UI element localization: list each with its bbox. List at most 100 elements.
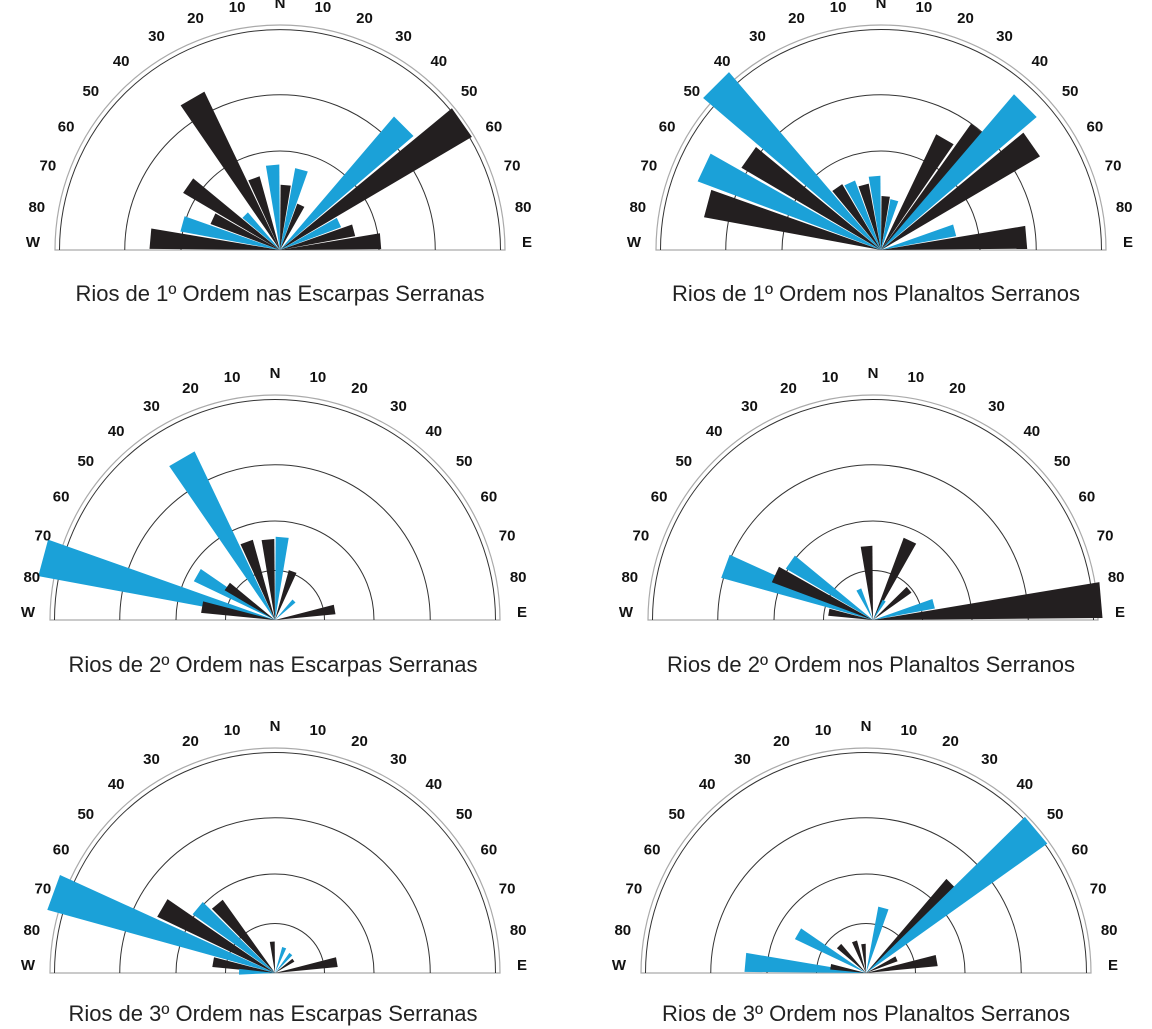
tick-label-9: 10 (830, 0, 847, 16)
petal-blue-2 (180, 216, 280, 250)
petal-black-6 (180, 91, 280, 250)
outer-frame (640, 747, 1092, 974)
tick-label-6: 40 (699, 776, 716, 793)
tick-label-6: 40 (714, 53, 731, 70)
tick-label-5: 50 (683, 83, 700, 100)
tick-label-10: N (270, 365, 281, 382)
ring-2 (124, 94, 436, 251)
petal-black-11 (275, 604, 336, 620)
tick-label-18: 80 (510, 922, 527, 939)
tick-label-11: 10 (310, 369, 327, 386)
tick-label-9: 10 (815, 722, 832, 739)
tick-label-13: 30 (390, 751, 407, 768)
rose-title-5: Rios de 3º Ordem nas Escarpas Serranas (68, 1001, 478, 1026)
tick-label-18: 80 (1116, 199, 1133, 216)
rose-panel-6: W 80 70 60 50 40 30 20 10 N 10 20 30 40 50 60 70 80 E Rios… (576, 718, 1152, 1028)
tick-label-16: 60 (481, 489, 498, 506)
tick-label-16: 60 (481, 842, 498, 859)
tick-label-4: 60 (53, 842, 70, 859)
tick-label-10: N (270, 718, 281, 735)
tick-label-12: 20 (957, 10, 974, 27)
petal-blue-7 (866, 906, 889, 973)
petal-blue-6 (239, 968, 275, 975)
tick-label-5: 50 (77, 453, 94, 470)
petal-black-7 (858, 183, 881, 250)
tick-label-13: 30 (988, 398, 1005, 415)
tick-label-3: 70 (35, 528, 52, 545)
tick-label-17: 70 (499, 881, 516, 898)
petal-blue-10 (280, 168, 308, 250)
tick-label-18: 80 (515, 199, 532, 216)
tick-label-15: 50 (456, 453, 473, 470)
tick-label-18: 80 (1101, 922, 1118, 939)
tick-label-17: 70 (1105, 158, 1122, 175)
tick-label-8: 20 (788, 10, 805, 27)
petal-blue-4 (703, 72, 881, 250)
tick-label-7: 30 (734, 751, 751, 768)
ring-3 (710, 817, 1022, 974)
tick-label-5: 50 (668, 806, 685, 823)
ring-4 (54, 752, 496, 974)
tick-label-17: 70 (499, 528, 516, 545)
petal-black-11 (280, 203, 305, 250)
petal-blue-10 (275, 599, 296, 620)
petal-black-11 (275, 957, 338, 973)
ring-1 (180, 150, 380, 251)
tick-label-7: 30 (148, 28, 165, 45)
rose-chart-5: W 80 70 60 50 40 30 20 10 N 10 20 30 40 50 60 70 80 E (21, 718, 527, 975)
tick-label-19: E (517, 604, 527, 621)
tick-label-14: 40 (1016, 776, 1033, 793)
tick-label-8: 20 (780, 380, 797, 397)
tick-label-11: 10 (901, 722, 918, 739)
tick-label-3: 70 (633, 528, 650, 545)
tick-label-12: 20 (356, 10, 373, 27)
tick-label-6: 40 (108, 423, 125, 440)
petal-blue-8 (868, 175, 881, 250)
tick-label-4: 60 (644, 842, 661, 859)
ring-4 (652, 399, 1094, 621)
tick-label-6: 40 (113, 53, 130, 70)
tick-label-9: 10 (224, 722, 241, 739)
petal-blue-12 (280, 116, 414, 250)
ring-3 (119, 817, 431, 974)
tick-label-2: 80 (23, 922, 40, 939)
petal-blue-8 (873, 599, 886, 620)
petal-black-4 (211, 899, 275, 973)
tick-label-12: 20 (949, 380, 966, 397)
petal-black-9 (873, 586, 912, 620)
tick-label-1: W (627, 234, 642, 251)
tick-label-14: 40 (1023, 423, 1040, 440)
tick-label-16: 60 (486, 119, 503, 136)
rose-title-3: Rios de 2º Ordem nas Escarpas Serranas (68, 652, 478, 677)
tick-label-11: 10 (310, 722, 327, 739)
ring-3 (119, 464, 431, 621)
outer-frame (49, 394, 501, 621)
tick-label-2: 80 (23, 569, 40, 586)
tick-label-1: W (612, 957, 627, 974)
tick-label-10: N (876, 0, 887, 12)
tick-label-9: 10 (224, 369, 241, 386)
petal-black-5 (212, 957, 275, 973)
petal-blue-9 (275, 952, 293, 973)
tick-label-12: 20 (942, 733, 959, 750)
tick-label-19: E (1115, 604, 1125, 621)
petal-black-4 (183, 178, 280, 250)
tick-label-14: 40 (1031, 53, 1048, 70)
petal-blue-5 (856, 588, 873, 620)
tick-label-4: 60 (58, 119, 75, 136)
petal-black-11 (873, 582, 1103, 620)
tick-label-15: 50 (1054, 453, 1071, 470)
rose-panel-1: W 80 70 60 50 40 30 20 10 N 10 20 30 40 50 60 70 80 E Rios… (0, 0, 576, 330)
petal-blue-3 (785, 555, 873, 620)
petal-black-9 (280, 184, 291, 250)
petal-black-7 (261, 539, 275, 620)
petal-black-7 (873, 537, 917, 620)
petal-black-9 (881, 196, 890, 250)
tick-label-13: 30 (996, 28, 1013, 45)
tick-label-3: 70 (641, 158, 658, 175)
tick-label-1: W (26, 234, 41, 251)
petal-blue-3 (794, 928, 866, 973)
petal-black-5 (832, 184, 881, 250)
petal-black-4 (836, 943, 866, 973)
petal-black-3 (741, 147, 881, 250)
